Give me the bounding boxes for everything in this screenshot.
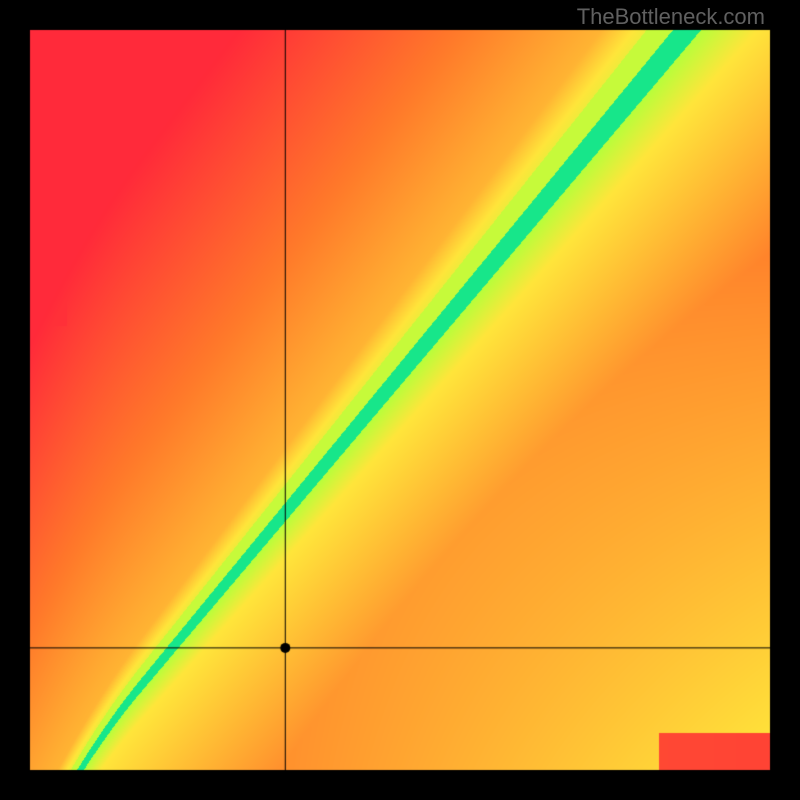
heatmap-canvas: [0, 0, 800, 800]
watermark-text: TheBottleneck.com: [577, 4, 765, 30]
chart-container: { "watermark": "TheBottleneck.com", "can…: [0, 0, 800, 800]
